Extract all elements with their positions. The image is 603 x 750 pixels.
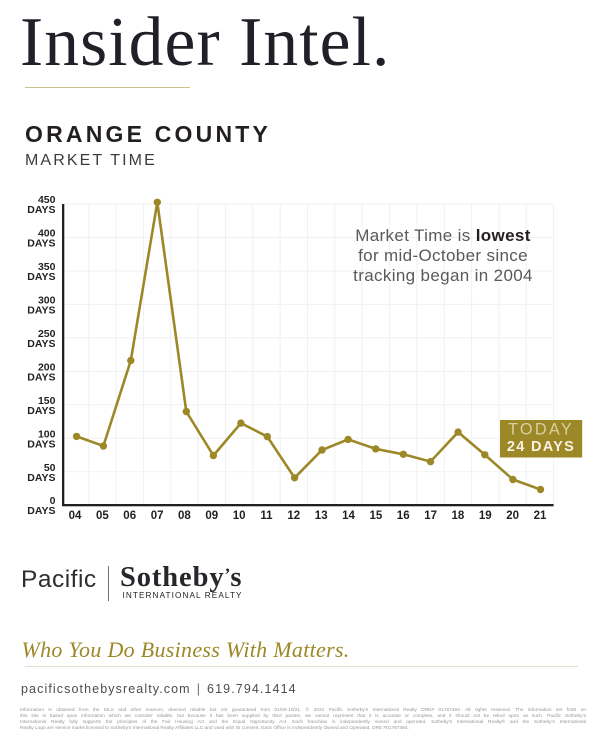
svg-text:13: 13 xyxy=(315,510,328,522)
svg-text:DAYS: DAYS xyxy=(27,472,55,484)
svg-text:04: 04 xyxy=(69,510,82,522)
svg-text:DAYS: DAYS xyxy=(27,371,55,383)
svg-text:400: 400 xyxy=(38,228,56,240)
svg-text:450: 450 xyxy=(38,194,56,206)
svg-text:DAYS: DAYS xyxy=(27,438,55,450)
svg-text:08: 08 xyxy=(178,510,191,522)
svg-text:DAYS: DAYS xyxy=(27,505,55,517)
svg-text:06: 06 xyxy=(123,510,136,522)
svg-text:07: 07 xyxy=(151,510,164,522)
svg-text:DAYS: DAYS xyxy=(27,405,55,417)
svg-text:DAYS: DAYS xyxy=(27,271,55,283)
svg-text:200: 200 xyxy=(38,361,56,373)
svg-text:09: 09 xyxy=(205,510,218,522)
svg-text:15: 15 xyxy=(370,510,383,522)
svg-text:12: 12 xyxy=(287,510,300,522)
svg-text:11: 11 xyxy=(260,510,273,522)
svg-text:18: 18 xyxy=(452,510,465,522)
svg-text:19: 19 xyxy=(479,510,492,522)
svg-text:TODAY: TODAY xyxy=(508,421,574,439)
svg-text:350: 350 xyxy=(38,261,56,273)
svg-text:14: 14 xyxy=(342,510,355,522)
svg-text:100: 100 xyxy=(38,428,56,440)
svg-text:DAYS: DAYS xyxy=(27,338,55,350)
svg-text:10: 10 xyxy=(233,510,246,522)
svg-text:17: 17 xyxy=(424,510,437,522)
svg-text:DAYS: DAYS xyxy=(27,304,55,316)
svg-text:DAYS: DAYS xyxy=(27,238,55,250)
svg-text:21: 21 xyxy=(534,510,547,522)
svg-text:250: 250 xyxy=(38,328,56,340)
svg-text:0: 0 xyxy=(50,495,56,507)
svg-text:150: 150 xyxy=(38,395,56,407)
svg-text:DAYS: DAYS xyxy=(27,204,55,216)
svg-text:20: 20 xyxy=(506,510,519,522)
svg-text:24 DAYS: 24 DAYS xyxy=(507,439,575,455)
svg-text:50: 50 xyxy=(44,462,56,474)
svg-text:05: 05 xyxy=(96,510,109,522)
svg-text:300: 300 xyxy=(38,294,56,306)
svg-text:16: 16 xyxy=(397,510,410,522)
